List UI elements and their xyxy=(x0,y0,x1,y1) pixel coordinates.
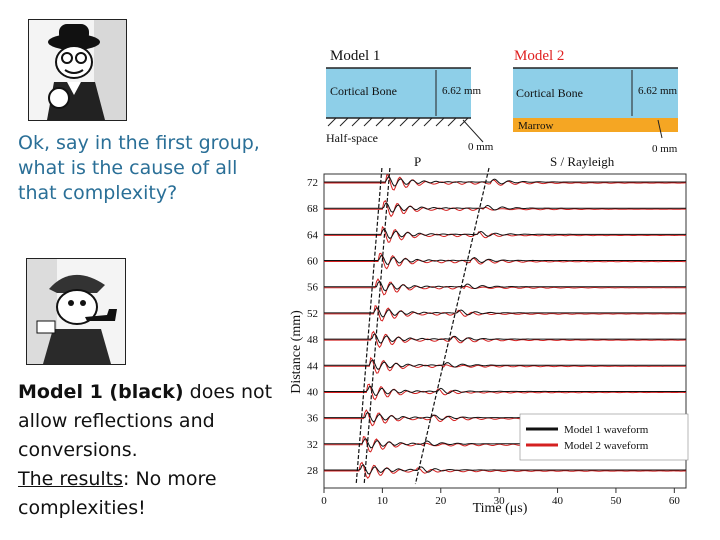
model2-thickness: 6.62 mm xyxy=(638,85,678,97)
chart-xlabel: Time (μs) xyxy=(473,501,528,516)
y-tick-label: 52 xyxy=(307,308,318,320)
model1-zero-mm: 0 mm xyxy=(468,141,494,153)
model2-title: Model 2 xyxy=(514,48,564,64)
y-tick-label: 36 xyxy=(307,413,319,425)
waveform-model1 xyxy=(324,255,686,265)
model1-cortical-label: Cortical Bone xyxy=(330,84,397,98)
x-tick-label: 50 xyxy=(610,495,622,507)
x-tick-label: 40 xyxy=(552,495,564,507)
y-tick-label: 44 xyxy=(307,360,319,372)
waveform-model1 xyxy=(324,307,686,318)
waveform-model2 xyxy=(324,356,687,374)
y-tick-label: 48 xyxy=(307,334,319,346)
x-tick-label: 60 xyxy=(669,495,681,507)
waveform-model1 xyxy=(324,176,686,187)
plot-frame xyxy=(323,173,687,489)
model1-bone-layer xyxy=(326,68,471,118)
x-tick-label: 30 xyxy=(494,495,506,507)
x-tick-label: 0 xyxy=(321,495,327,507)
waveform-model1 xyxy=(324,202,686,213)
y-tick-label: 28 xyxy=(307,465,319,477)
y-tick-label: 72 xyxy=(307,177,318,189)
waveform-model2 xyxy=(324,278,687,296)
model-diagrams: Model 1 Cortical Bone 6.62 mm Half-space… xyxy=(326,48,678,155)
waveform-model1 xyxy=(324,359,686,371)
y-tick-label: 32 xyxy=(307,439,318,451)
legend-model2: Model 2 waveform xyxy=(564,440,649,452)
annotation-p: P xyxy=(414,154,421,169)
results-label: The results xyxy=(18,468,124,490)
waveform-model1 xyxy=(324,464,686,475)
model2-marrow-label: Marrow xyxy=(518,120,553,132)
y-tick-label: 60 xyxy=(307,256,319,268)
waveform-model2 xyxy=(324,330,686,349)
waveform-model1 xyxy=(324,333,686,344)
p-arrival-line-2 xyxy=(363,167,391,485)
cartoon-detective-top xyxy=(28,19,127,121)
answer-rest: does not allow reflections and conversio… xyxy=(18,381,273,461)
model2-marrow-layer xyxy=(513,118,678,132)
waveform-model1 xyxy=(324,280,686,292)
y-tick-label: 64 xyxy=(307,229,319,241)
y-tick-label: 56 xyxy=(307,282,319,294)
y-tick-label: 68 xyxy=(307,203,319,215)
model2-bone-layer xyxy=(513,68,678,118)
model1-halfspace-hatch xyxy=(327,117,469,127)
waveform-model1 xyxy=(324,228,686,240)
answer-text: Model 1 (black) does not allow reflectio… xyxy=(18,378,283,523)
x-tick-label: 20 xyxy=(435,495,447,507)
s-arrival-line xyxy=(414,167,490,485)
model2-cortical-label: Cortical Bone xyxy=(516,86,583,100)
model1-halfspace-label: Half-space xyxy=(326,131,378,145)
chart-ylabel: Distance (mm) xyxy=(289,310,304,394)
waveform-model2 xyxy=(324,199,687,218)
model1-title: Model 1 xyxy=(330,48,380,64)
cartoon-detective-pipe xyxy=(26,258,126,365)
annotation-s-rayleigh: S / Rayleigh xyxy=(550,154,615,169)
legend-box xyxy=(519,413,689,461)
waveform-chart: Distance (mm) Time (μs) P S / Rayleigh 0… xyxy=(289,154,689,516)
y-tick-label: 40 xyxy=(307,386,319,398)
p-arrival-line xyxy=(355,167,383,485)
waveform-model2 xyxy=(324,252,686,270)
x-tick-label: 10 xyxy=(377,495,389,507)
waveform-model2 xyxy=(324,461,686,480)
results-rest: : No more complexities! xyxy=(18,468,217,519)
answer-bold: Model 1 (black) xyxy=(18,381,184,403)
question-text: Ok, say in the first group, what is the … xyxy=(18,132,260,204)
waveform-model1 xyxy=(324,385,686,396)
legend-model1: Model 1 waveform xyxy=(564,424,649,436)
model2-zero-mm: 0 mm xyxy=(652,143,678,155)
model1-thickness: 6.62 mm xyxy=(442,85,482,97)
